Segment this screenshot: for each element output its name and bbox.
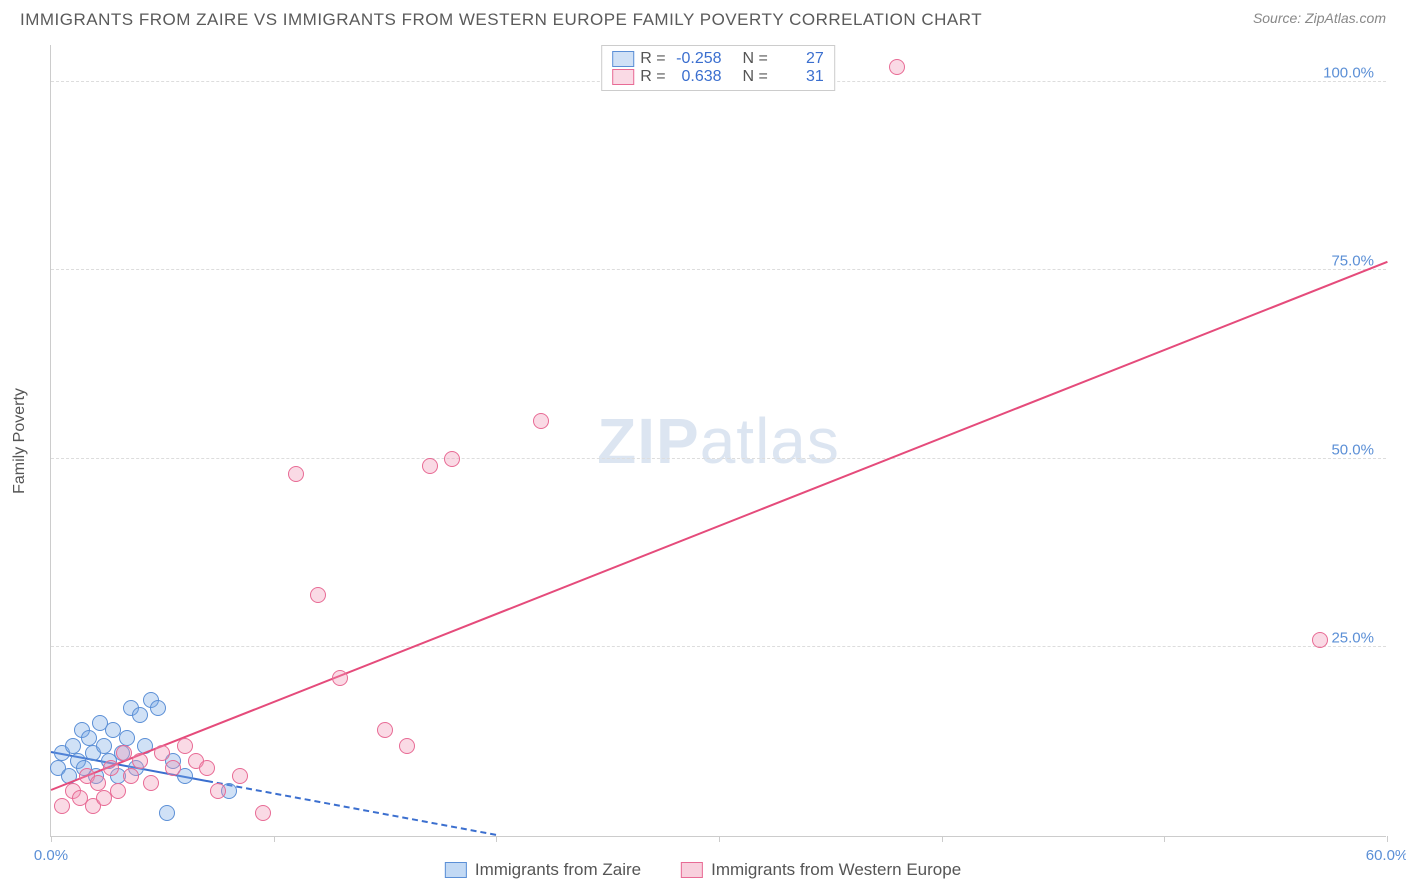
x-tick — [51, 836, 52, 842]
data-point — [96, 738, 112, 754]
legend-label: Immigrants from Western Europe — [711, 860, 961, 880]
data-point — [444, 451, 460, 467]
data-point — [1312, 632, 1328, 648]
data-point — [422, 458, 438, 474]
legend-swatch — [445, 862, 467, 878]
data-point — [132, 753, 148, 769]
gridline-horizontal — [51, 646, 1386, 647]
trend-line — [51, 261, 1388, 791]
n-value: 31 — [774, 68, 824, 86]
data-point — [116, 745, 132, 761]
data-point — [332, 670, 348, 686]
data-point — [310, 587, 326, 603]
data-point — [232, 768, 248, 784]
data-point — [90, 775, 106, 791]
stats-row: R = -0.258 N = 27 — [612, 50, 824, 68]
chart-container: ZIPatlas 25.0%50.0%75.0%100.0%0.0%60.0% … — [50, 45, 1386, 837]
plot-area: ZIPatlas 25.0%50.0%75.0%100.0%0.0%60.0% — [50, 45, 1386, 837]
trend-line — [207, 780, 497, 836]
data-point — [154, 745, 170, 761]
stats-row: R = 0.638 N = 31 — [612, 68, 824, 86]
data-point — [288, 466, 304, 482]
x-tick — [1164, 836, 1165, 842]
data-point — [119, 730, 135, 746]
data-point — [377, 722, 393, 738]
header: IMMIGRANTS FROM ZAIRE VS IMMIGRANTS FROM… — [0, 0, 1406, 30]
x-tick — [942, 836, 943, 842]
legend-label: Immigrants from Zaire — [475, 860, 641, 880]
legend-item: Immigrants from Western Europe — [681, 860, 961, 880]
chart-title: IMMIGRANTS FROM ZAIRE VS IMMIGRANTS FROM… — [20, 10, 982, 30]
source-attribution: Source: ZipAtlas.com — [1253, 10, 1386, 26]
legend-swatch — [681, 862, 703, 878]
gridline-horizontal — [51, 458, 1386, 459]
data-point — [177, 738, 193, 754]
x-tick — [719, 836, 720, 842]
n-label: N = — [742, 50, 767, 68]
source-name: ZipAtlas.com — [1305, 10, 1386, 26]
legend-item: Immigrants from Zaire — [445, 860, 641, 880]
watermark: ZIPatlas — [597, 404, 840, 478]
bottom-legend: Immigrants from Zaire Immigrants from Wes… — [445, 860, 961, 880]
data-point — [150, 700, 166, 716]
data-point — [132, 707, 148, 723]
data-point — [210, 783, 226, 799]
x-tick — [496, 836, 497, 842]
watermark-atlas: atlas — [700, 405, 840, 477]
data-point — [199, 760, 215, 776]
data-point — [143, 775, 159, 791]
data-point — [165, 760, 181, 776]
gridline-horizontal — [51, 269, 1386, 270]
r-value: -0.258 — [672, 50, 722, 68]
watermark-zip: ZIP — [597, 405, 700, 477]
data-point — [110, 783, 126, 799]
data-point — [54, 798, 70, 814]
x-tick-label: 0.0% — [34, 847, 68, 864]
r-label: R = — [640, 50, 665, 68]
y-axis-title: Family Poverty — [11, 388, 29, 494]
data-point — [123, 768, 139, 784]
n-value: 27 — [774, 50, 824, 68]
legend-swatch — [612, 51, 634, 67]
n-label: N = — [742, 68, 767, 86]
legend-swatch — [612, 69, 634, 85]
data-point — [399, 738, 415, 754]
x-tick-label: 60.0% — [1366, 847, 1406, 864]
data-point — [81, 730, 97, 746]
data-point — [103, 760, 119, 776]
x-tick — [274, 836, 275, 842]
r-label: R = — [640, 68, 665, 86]
data-point — [889, 59, 905, 75]
data-point — [65, 738, 81, 754]
y-tick-label: 25.0% — [1331, 630, 1374, 647]
data-point — [533, 413, 549, 429]
r-value: 0.638 — [672, 68, 722, 86]
source-label: Source: — [1253, 10, 1301, 26]
y-tick-label: 100.0% — [1323, 64, 1374, 81]
y-tick-label: 50.0% — [1331, 441, 1374, 458]
data-point — [159, 805, 175, 821]
stats-legend: R = -0.258 N = 27 R = 0.638 N = 31 — [601, 45, 835, 91]
x-tick — [1387, 836, 1388, 842]
data-point — [255, 805, 271, 821]
